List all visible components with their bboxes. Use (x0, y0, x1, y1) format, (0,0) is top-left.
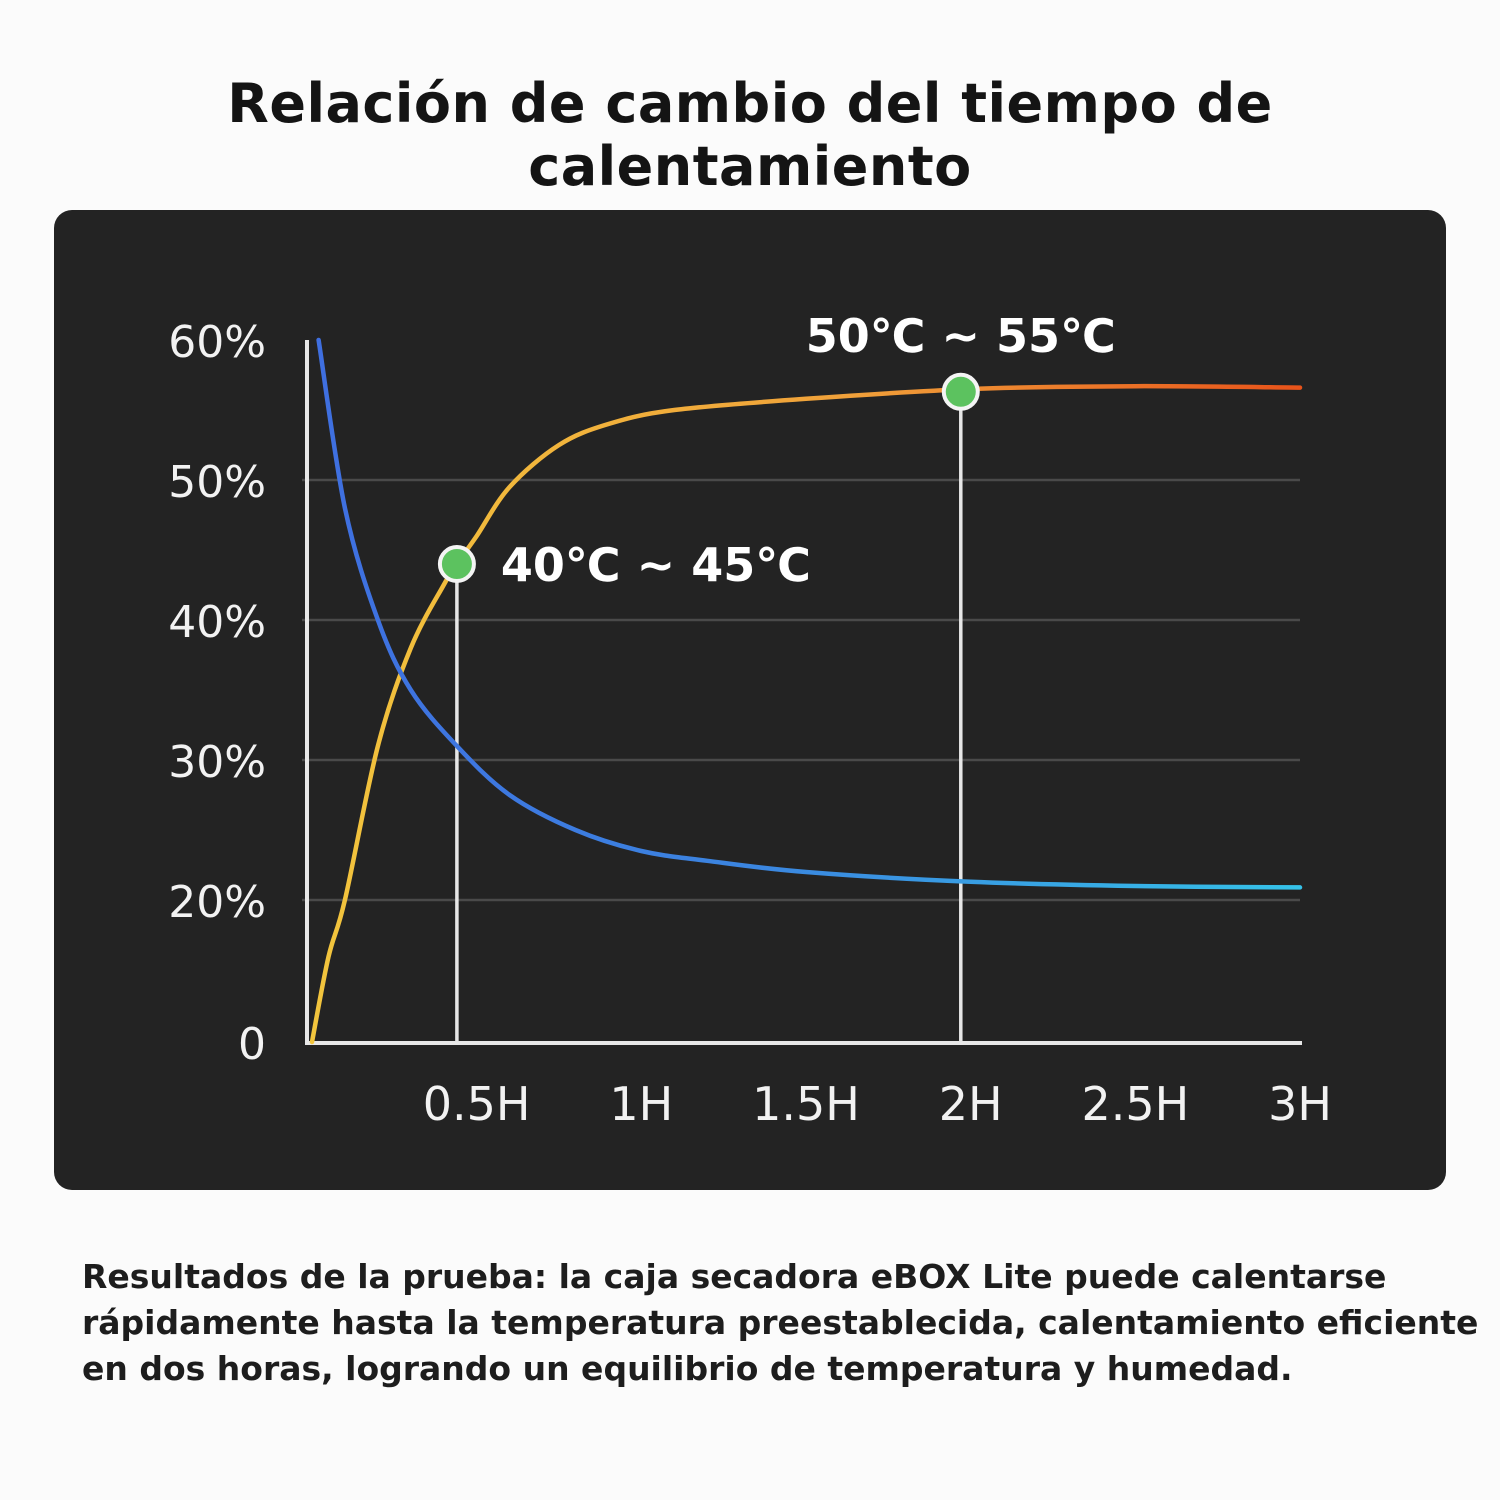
y-tick-label: 40% (168, 597, 266, 648)
y-tick-label: 60% (168, 317, 266, 368)
annotation-label: 40℃ ~ 45℃ (501, 538, 811, 592)
x-tick-label: 2.5H (1081, 1077, 1189, 1131)
x-tick-label: 0.5H (423, 1077, 531, 1131)
chart-title: Relación de cambio del tiempo de calenta… (227, 72, 1273, 198)
y-tick-label: 30% (168, 737, 266, 788)
x-tick-label: 1.5H (752, 1077, 860, 1131)
annotation-marker (941, 372, 980, 411)
humidity-line (316, 337, 1303, 890)
caption-line-1: Resultados de la prueba: la caja secador… (82, 1257, 1387, 1296)
x-tick-label: 2H (939, 1077, 1003, 1131)
x-tick-label: 3H (1268, 1077, 1332, 1131)
annotation-marker (437, 545, 476, 583)
y-tick-label: 50% (168, 457, 266, 508)
y-tick-label: 0 (238, 1019, 266, 1070)
y-tick-label: 20% (168, 877, 266, 928)
chart-panel: 0 20% 30% 40% 50% 60% 0.5H 1H 1.5H 2H 2.5H 3H 40℃ ~… (54, 210, 1446, 1190)
caption-line-3: en dos horas, logrando un equilibrio de … (82, 1349, 1293, 1388)
annotation-label: 50℃ ~ 55℃ (806, 309, 1116, 363)
caption-line-2: rápidamente hasta la temperatura preesta… (82, 1303, 1479, 1342)
caption: Resultados de la prueba: la caja secador… (82, 1254, 1482, 1392)
x-tick-label: 1H (609, 1077, 673, 1131)
line-chart: 0 20% 30% 40% 50% 60% 0.5H 1H 1.5H 2H 2.5H 3H 40℃ ~… (168, 309, 1332, 1131)
temperature-line (309, 383, 1303, 1045)
